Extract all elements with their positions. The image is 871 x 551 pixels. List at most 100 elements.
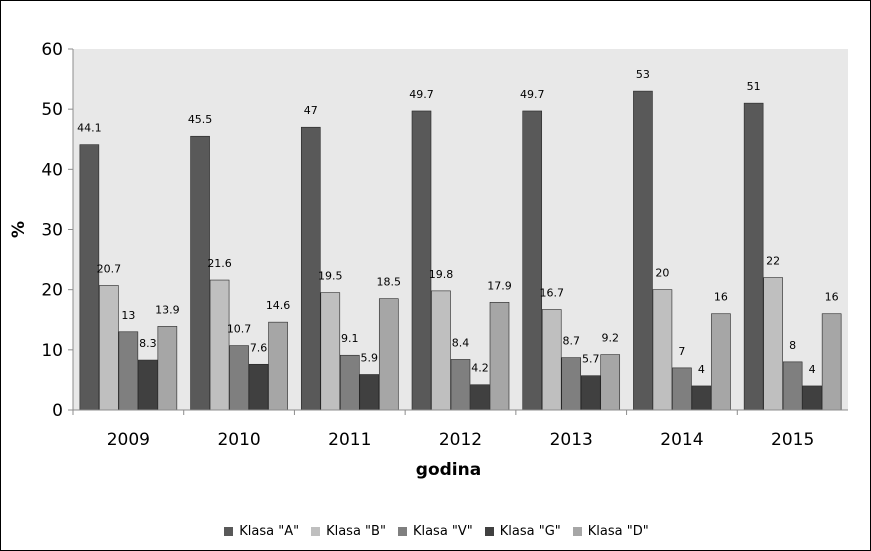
bar bbox=[561, 357, 582, 411]
bar bbox=[138, 359, 158, 411]
bar bbox=[118, 331, 139, 411]
bar bbox=[652, 289, 673, 411]
data-label: 19.5 bbox=[318, 270, 343, 283]
data-label: 8.3 bbox=[139, 337, 157, 350]
bar bbox=[248, 363, 269, 411]
data-label: 44.1 bbox=[77, 122, 102, 135]
y-tick-label: 40 bbox=[41, 160, 63, 180]
data-labels: 44.120.7138.313.945.521.610.77.614.64719… bbox=[77, 68, 839, 376]
y-tick-label: 0 bbox=[52, 401, 63, 421]
bar bbox=[229, 345, 249, 411]
bar bbox=[580, 375, 601, 411]
bar bbox=[763, 277, 783, 411]
bar bbox=[633, 90, 653, 411]
y-tick-label: 10 bbox=[41, 341, 63, 361]
y-tick-label: 30 bbox=[41, 221, 63, 241]
data-label: 9.2 bbox=[601, 332, 619, 345]
data-label: 21.6 bbox=[207, 257, 232, 270]
bar bbox=[79, 144, 100, 411]
legend-item: Klasa "B" bbox=[311, 524, 386, 539]
data-label: 4 bbox=[698, 363, 705, 376]
bar bbox=[470, 384, 490, 411]
bar bbox=[782, 361, 803, 411]
bar bbox=[339, 354, 360, 411]
legend-label: Klasa "D" bbox=[587, 523, 649, 539]
legend-item: Klasa "V" bbox=[397, 523, 473, 539]
x-tick-label: 2015 bbox=[771, 430, 814, 450]
legend-label: Klasa "B" bbox=[326, 523, 386, 539]
data-label: 51 bbox=[747, 80, 761, 93]
data-label: 14.6 bbox=[266, 299, 291, 312]
x-tick-label: 2013 bbox=[550, 430, 593, 450]
data-label: 4.2 bbox=[471, 362, 489, 375]
x-tick-label: 2009 bbox=[107, 430, 150, 450]
bar bbox=[743, 102, 764, 411]
data-label: 13 bbox=[121, 309, 135, 322]
data-label: 49.7 bbox=[409, 88, 434, 101]
legend-swatch bbox=[224, 526, 234, 536]
bar bbox=[431, 290, 451, 411]
bars bbox=[79, 90, 842, 411]
bar bbox=[378, 298, 399, 411]
data-label: 22 bbox=[766, 255, 780, 268]
data-label: 17.9 bbox=[487, 279, 512, 292]
legend-item: Klasa "D" bbox=[572, 523, 649, 539]
data-label: 10.7 bbox=[227, 323, 252, 336]
data-label: 4 bbox=[809, 363, 816, 376]
y-tick-label: 60 bbox=[41, 40, 63, 60]
data-label: 8.7 bbox=[562, 335, 580, 348]
legend-label: Klasa "V" bbox=[412, 523, 473, 539]
bar bbox=[209, 279, 230, 411]
bar bbox=[489, 302, 510, 411]
bar bbox=[300, 126, 321, 411]
plot-area bbox=[73, 49, 848, 410]
bar bbox=[711, 313, 731, 411]
bar bbox=[320, 292, 341, 411]
x-tick-label: 2010 bbox=[217, 430, 260, 450]
data-label: 45.5 bbox=[188, 113, 213, 126]
data-label: 20.7 bbox=[97, 262, 122, 275]
x-tick-label: 2012 bbox=[439, 430, 482, 450]
data-label: 18.5 bbox=[377, 276, 402, 289]
bar bbox=[99, 285, 119, 411]
bar bbox=[411, 110, 432, 411]
bar bbox=[359, 374, 380, 411]
data-label: 8.4 bbox=[452, 336, 470, 349]
x-axis-title: godina bbox=[416, 460, 481, 480]
legend-item: Klasa "A" bbox=[224, 524, 299, 539]
data-label: 8 bbox=[789, 339, 796, 352]
data-label: 19.8 bbox=[429, 268, 454, 281]
data-label: 16 bbox=[714, 291, 728, 304]
bar bbox=[821, 313, 842, 411]
legend-label: Klasa "G" bbox=[499, 523, 561, 539]
legend-swatch bbox=[311, 526, 321, 536]
legend-item: Klasa "G" bbox=[484, 523, 561, 539]
data-label: 16.7 bbox=[539, 287, 564, 300]
data-label: 16 bbox=[825, 291, 839, 304]
bar bbox=[541, 309, 562, 411]
data-label: 53 bbox=[636, 68, 650, 81]
data-label: 49.7 bbox=[520, 88, 545, 101]
bar bbox=[450, 359, 471, 411]
bar bbox=[672, 367, 692, 411]
data-label: 5.7 bbox=[582, 353, 600, 366]
legend-swatch bbox=[397, 526, 407, 536]
bar bbox=[157, 326, 178, 411]
x-axis-ticks: 2009 2010 2011 2012 2013 2014 2015 bbox=[107, 410, 814, 450]
data-label: 9.1 bbox=[341, 332, 359, 345]
y-axis-title: % bbox=[9, 221, 29, 238]
data-label: 7.6 bbox=[250, 341, 268, 354]
data-label: 20 bbox=[655, 267, 669, 280]
legend-swatch bbox=[572, 526, 582, 536]
data-label: 5.9 bbox=[361, 352, 379, 365]
legend-swatch bbox=[484, 526, 494, 536]
bar bbox=[268, 321, 288, 411]
y-tick-label: 20 bbox=[41, 281, 63, 301]
bar bbox=[522, 110, 543, 411]
bar bbox=[190, 135, 210, 411]
y-tick-label: 50 bbox=[41, 100, 63, 120]
y-axis-ticks: 0 10 20 30 40 50 60 bbox=[41, 40, 73, 421]
data-label: 7 bbox=[678, 345, 685, 358]
